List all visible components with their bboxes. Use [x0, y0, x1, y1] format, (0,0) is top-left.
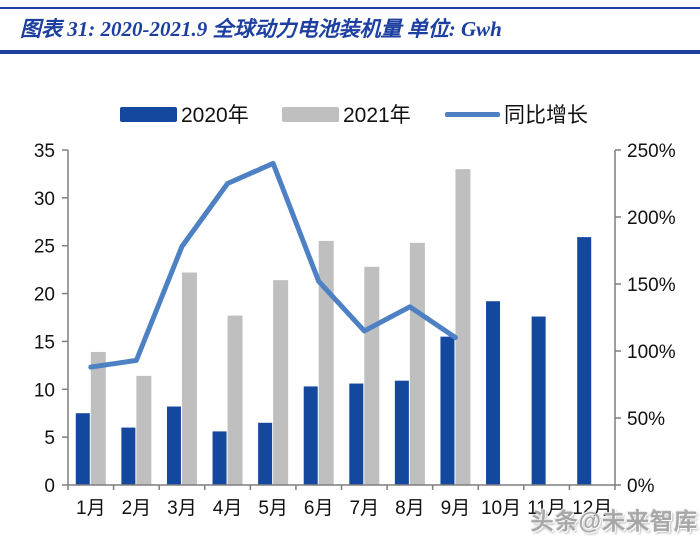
x-label-7月: 7月 — [350, 498, 380, 519]
bar-2021-6月 — [318, 240, 334, 485]
left-tick-label: 20 — [34, 285, 55, 306]
bar-2021-8月 — [409, 242, 425, 485]
legend-label-2021: 2021年 — [343, 104, 411, 127]
legend-item-growth: 同比增长 — [445, 100, 588, 128]
bar-2020-10月 — [486, 301, 501, 485]
bar-2020-9月 — [440, 336, 455, 485]
right-tick-label: 50% — [627, 409, 665, 430]
title-divider-rule — [0, 50, 700, 54]
chart-legend: 2020年 2021年 同比增长 — [0, 100, 700, 128]
legend-swatch-2021 — [282, 106, 339, 122]
bar-2020-4月 — [212, 431, 227, 485]
legend-swatch-2020 — [120, 106, 177, 122]
bar-2020-2月 — [121, 427, 136, 485]
x-label-4月: 4月 — [213, 498, 243, 519]
bar-2021-1月 — [90, 351, 106, 485]
bar-2020-7月 — [349, 383, 364, 485]
left-tick-label: 5 — [44, 428, 55, 449]
top-rule — [0, 7, 700, 9]
growth-line — [88, 160, 458, 370]
x-label-10月: 10月 — [481, 498, 521, 519]
left-tick-label: 25 — [34, 237, 55, 258]
x-label-5月: 5月 — [258, 498, 288, 519]
x-label-2月: 2月 — [122, 498, 152, 519]
left-tick-label: 15 — [34, 332, 55, 353]
bar-2020-11月 — [531, 316, 546, 485]
bar-2020-1月 — [75, 413, 90, 485]
figure-title: 图表 31: 2020-2021.9 全球动力电池装机量 单位: Gwh — [20, 17, 502, 41]
legend-item-2020: 2020年 — [120, 100, 249, 128]
x-label-11月: 11月 — [527, 498, 566, 519]
left-tick-label: 0 — [44, 476, 55, 497]
bar-2021-2月 — [136, 375, 152, 485]
bar-2021-5月 — [273, 280, 289, 485]
legend-item-2021: 2021年 — [282, 100, 411, 128]
right-tick-label: 0% — [627, 476, 655, 497]
bar-2020-6月 — [303, 386, 318, 485]
legend-label-growth: 同比增长 — [504, 104, 588, 127]
legend-swatch-growth-line — [445, 111, 500, 117]
x-label-9月: 9月 — [441, 498, 471, 519]
bar-2020-8月 — [394, 380, 409, 485]
left-tick-label: 35 — [34, 141, 55, 162]
bar-2021-7月 — [364, 266, 380, 485]
right-tick-label: 250% — [627, 141, 676, 162]
bar-2020-12月 — [577, 237, 592, 485]
bar-2021-9月 — [455, 169, 471, 485]
right-tick-label: 100% — [627, 342, 676, 363]
x-label-3月: 3月 — [167, 498, 197, 519]
left-tick-label: 30 — [34, 189, 55, 210]
x-label-1月: 1月 — [76, 498, 106, 519]
right-tick-label: 150% — [627, 275, 676, 296]
bar-2020-3月 — [166, 406, 181, 485]
bar-2020-5月 — [258, 422, 273, 485]
left-tick-label: 10 — [34, 380, 55, 401]
bar-2021-4月 — [227, 315, 243, 485]
watermark: 头条@未来智库 — [530, 508, 698, 534]
bar-2021-3月 — [181, 272, 197, 485]
x-label-12月: 12月 — [572, 498, 612, 519]
legend-label-2020: 2020年 — [181, 104, 249, 127]
x-label-8月: 8月 — [395, 498, 425, 519]
x-label-6月: 6月 — [304, 498, 334, 519]
right-tick-label: 200% — [627, 208, 676, 229]
